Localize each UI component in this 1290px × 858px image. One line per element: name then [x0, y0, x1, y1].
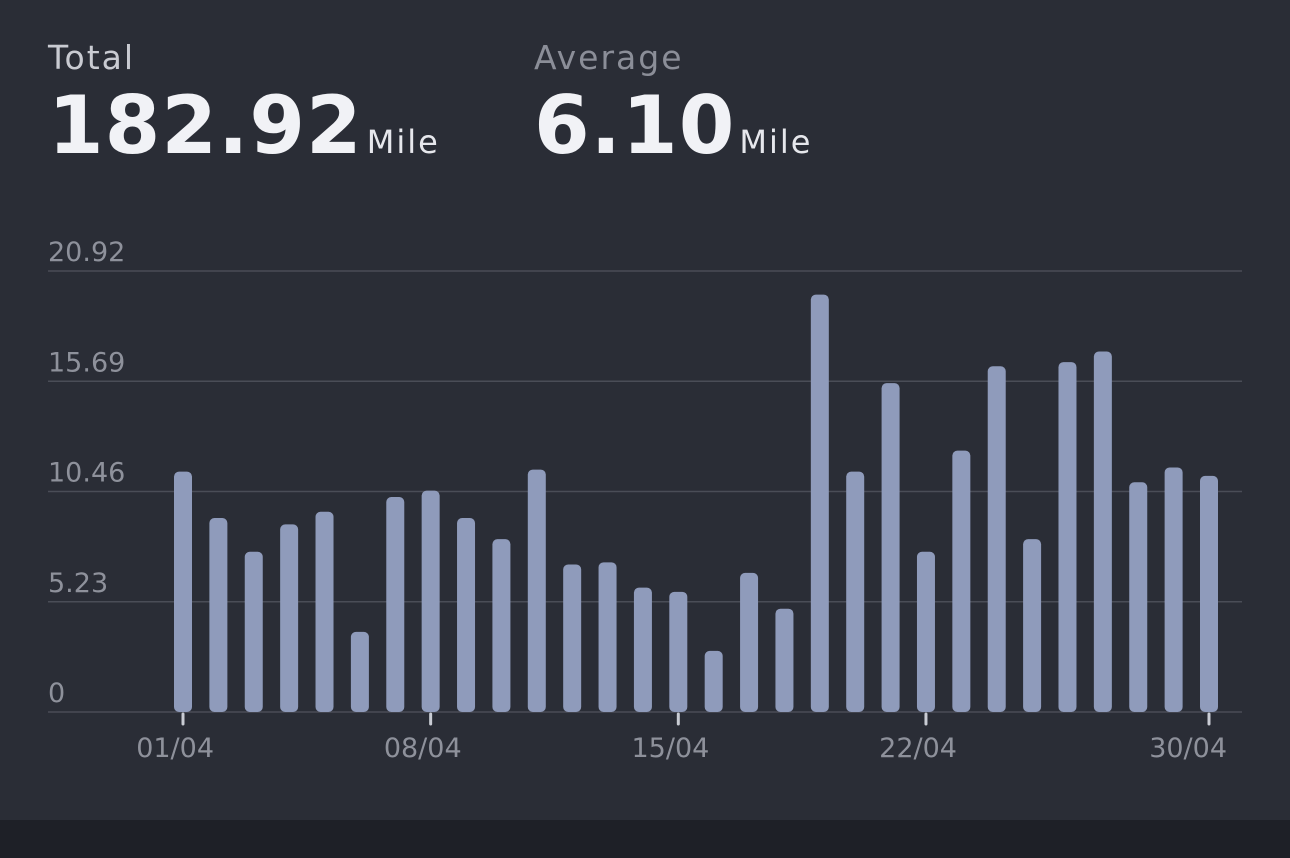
tick-layer: 0 5.23 10.46 15.69 20.92 01/04 08/04 15/04 22/04…: [48, 237, 1227, 764]
total-value: 182.92: [48, 79, 363, 172]
y-tick-label: 15.69: [48, 347, 125, 378]
bar-05-04: [315, 511, 334, 712]
bar-04-04: [280, 524, 299, 712]
bar-18-04: [775, 608, 794, 712]
bar-08-04: [421, 490, 440, 712]
bar-29-04: [1164, 467, 1183, 712]
bar-09-04: [457, 518, 476, 712]
y-tick-label: 10.46: [48, 458, 125, 489]
average-value-row: 6.10 Mile: [534, 86, 812, 166]
bar-07-04: [386, 496, 405, 712]
x-tick-label: 22/04: [879, 733, 957, 764]
distance-bar-chart: 0 5.23 10.46 15.69 20.92 01/04 08/04 15/04 22/04…: [48, 237, 1242, 764]
total-unit: Mile: [366, 123, 440, 161]
bar-06-04: [350, 631, 369, 712]
average-label: Average: [534, 38, 684, 77]
total-value-row: 182.92 Mile: [48, 86, 440, 166]
bar-02-04: [209, 518, 228, 712]
bar-11-04: [527, 469, 546, 712]
bar-24-04: [987, 366, 1006, 712]
bar-10-04: [492, 539, 511, 712]
bar-17-04: [740, 572, 759, 712]
bar-26-04: [1058, 362, 1077, 712]
y-tick-label: 20.92: [48, 237, 125, 268]
bar-13-04: [598, 562, 617, 712]
average-stat: Average 6.10 Mile: [534, 36, 812, 166]
bar-28-04: [1129, 482, 1148, 712]
bar-22-04: [916, 551, 935, 712]
total-stat: Total 182.92 Mile: [48, 36, 440, 166]
total-label: Total: [48, 38, 136, 77]
x-tick-label: 30/04: [1149, 733, 1227, 764]
x-tick-label: 01/04: [136, 733, 214, 764]
bar-23-04: [952, 450, 971, 712]
bar-19-04: [810, 294, 829, 712]
y-tick-label: 5.23: [48, 568, 108, 599]
bar-30-04: [1200, 475, 1218, 712]
bar-15-04: [669, 591, 688, 712]
y-tick-label: 0: [48, 678, 65, 709]
bar-25-04: [1023, 539, 1042, 712]
bar-20-04: [846, 471, 865, 712]
average-unit: Mile: [739, 123, 813, 161]
bottom-strip: [0, 820, 1290, 858]
bar-03-04: [244, 551, 263, 712]
x-tick-label: 15/04: [631, 733, 709, 764]
bar-layer: [174, 294, 1218, 712]
bar-27-04: [1093, 351, 1112, 712]
x-tick-label: 08/04: [384, 733, 462, 764]
bar-01-04: [174, 471, 192, 712]
average-value: 6.10: [534, 79, 736, 172]
bar-12-04: [563, 564, 582, 712]
bar-14-04: [633, 587, 652, 712]
bar-16-04: [704, 650, 723, 712]
bar-21-04: [881, 383, 900, 712]
